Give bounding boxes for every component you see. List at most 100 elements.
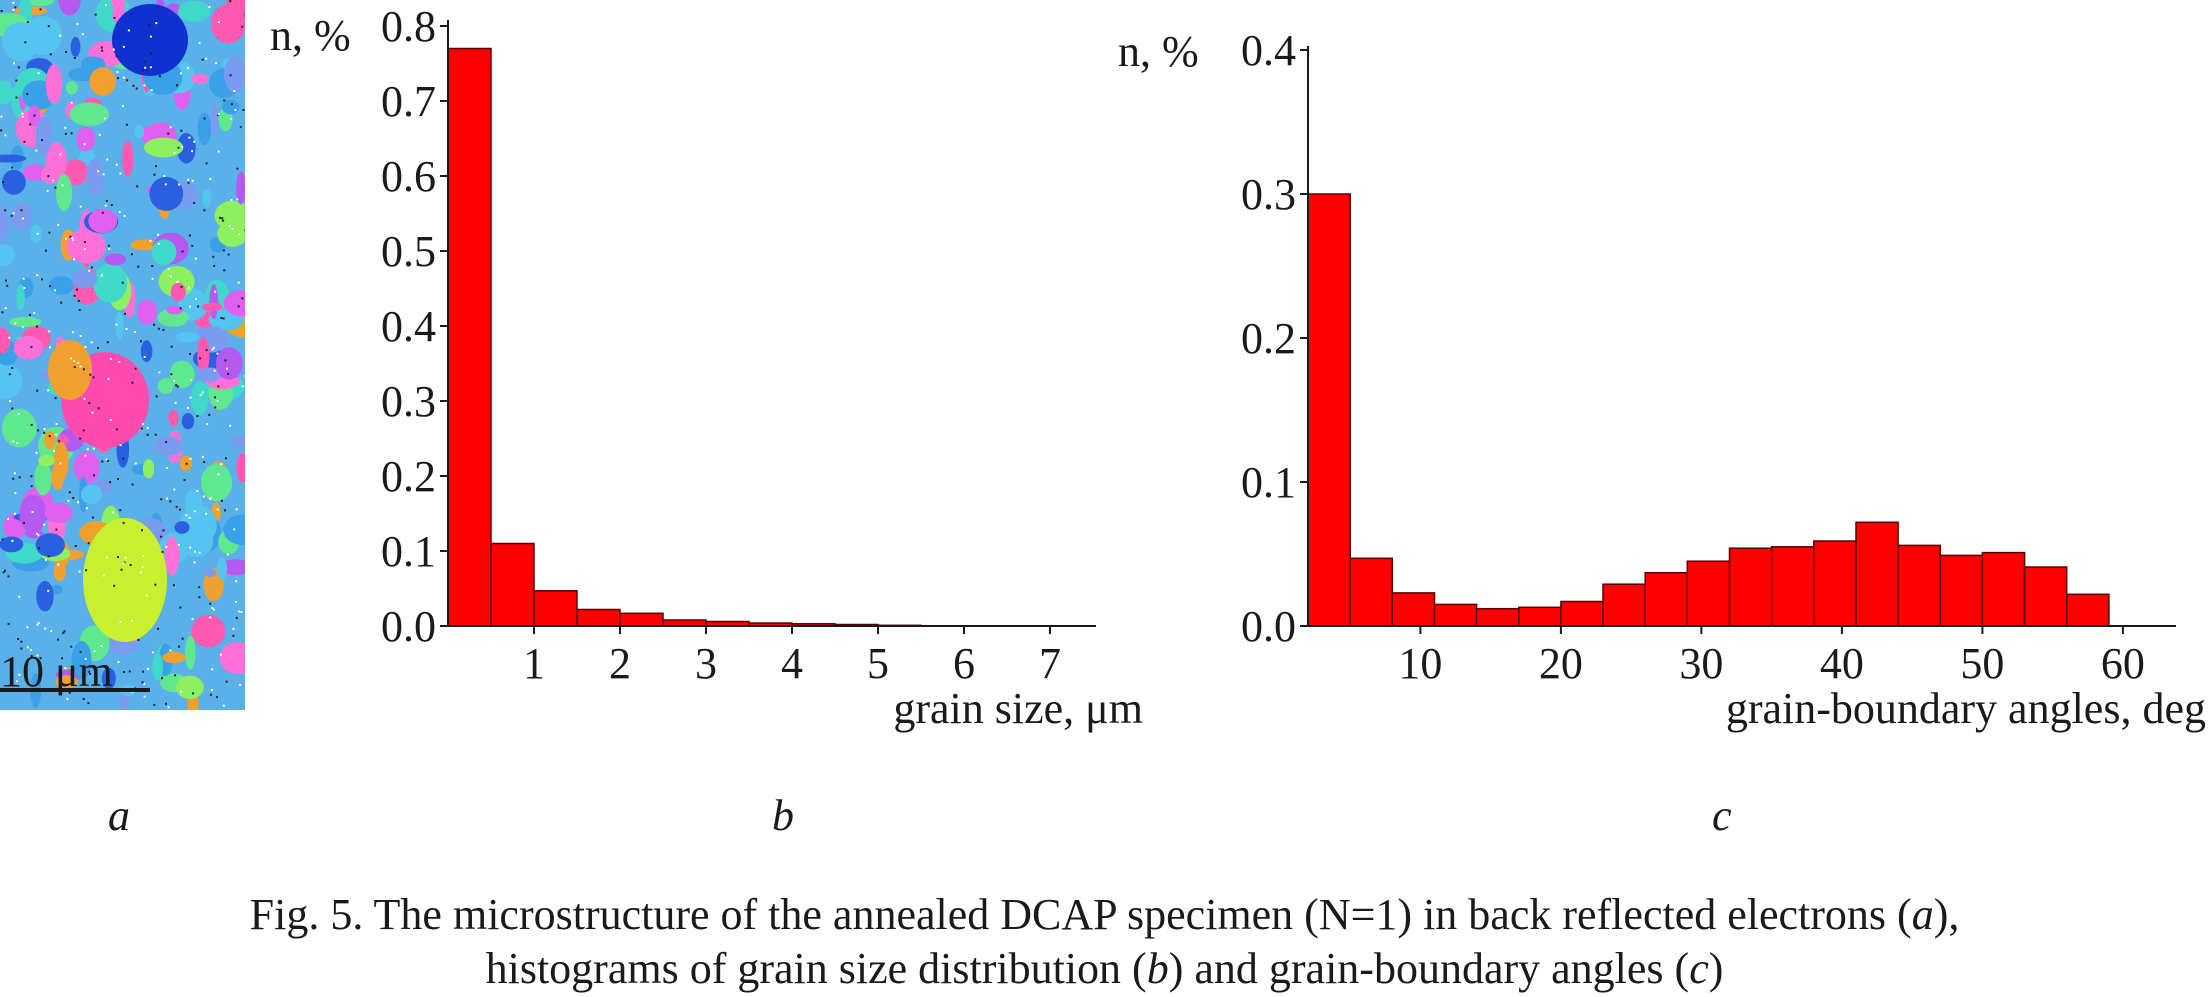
ebsd-grain [34, 461, 52, 496]
ebsd-noise-pixel [43, 431, 46, 434]
ebsd-grain [197, 337, 210, 374]
ebsd-noise-pixel [89, 373, 92, 376]
ebsd-noise-pixel [115, 163, 118, 166]
ebsd-noise-pixel [199, 357, 202, 360]
ebsd-noise-pixel [54, 186, 57, 189]
ebsd-noise-pixel [193, 561, 196, 564]
ebsd-grain [224, 56, 245, 93]
ebsd-noise-pixel [125, 328, 128, 330]
ebsd-noise-pixel [215, 62, 218, 64]
ebsd-noise-pixel [150, 52, 153, 55]
histogram-bar [1518, 606, 1562, 627]
ebsd-noise-pixel [22, 277, 25, 280]
ebsd-noise-pixel [233, 90, 236, 92]
ebsd-noise-pixel [110, 204, 113, 206]
ebsd-grain [151, 239, 177, 266]
ebsd-noise-pixel [47, 555, 50, 558]
ebsd-noise-pixel [158, 75, 161, 78]
y-tick-label: 0.5 [381, 227, 436, 276]
ebsd-grain [176, 133, 196, 164]
ebsd-noise-pixel [142, 670, 144, 673]
y-tick-label: 0.0 [381, 602, 436, 651]
ebsd-grain [35, 533, 65, 558]
ebsd-grain [58, 0, 81, 16]
ebsd-noise-pixel [17, 66, 20, 69]
ebsd-noise-pixel [209, 178, 212, 181]
ebsd-noise-pixel [126, 79, 129, 82]
ebsd-noise-pixel [135, 87, 138, 90]
ebsd-grain [122, 140, 134, 177]
ebsd-grain [185, 635, 196, 670]
ebsd-grain [66, 229, 106, 264]
ebsd-grain [157, 378, 174, 394]
ebsd-noise-pixel [134, 462, 137, 465]
ebsd-noise-pixel [137, 639, 140, 641]
ebsd-noise-pixel [231, 227, 234, 230]
ebsd-grain [149, 176, 184, 211]
ebsd-noise-pixel [30, 485, 33, 488]
ebsd-grain [201, 303, 223, 312]
ebsd-noise-pixel [107, 459, 110, 462]
ebsd-noise-pixel [209, 497, 212, 500]
ebsd-noise-pixel [21, 112, 24, 115]
ebsd-noise-pixel [102, 574, 105, 577]
caption-italic-c: c [1689, 944, 1709, 993]
ebsd-noise-pixel [127, 29, 130, 32]
ebsd-large-grain [112, 4, 188, 76]
x-tick-label: 2 [609, 639, 631, 688]
ebsd-noise-pixel [180, 129, 183, 132]
ebsd-noise-pixel [157, 327, 160, 330]
ebsd-noise-pixel [82, 698, 85, 700]
ebsd-noise-pixel [202, 495, 205, 498]
ebsd-noise-pixel [88, 402, 91, 405]
ebsd-noise-pixel [76, 23, 79, 25]
ebsd-noise-pixel [242, 109, 245, 111]
ebsd-noise-pixel [205, 512, 208, 515]
ebsd-noise-pixel [81, 33, 84, 36]
ebsd-noise-pixel [227, 372, 230, 375]
ebsd-noise-pixel [220, 499, 223, 502]
ebsd-grain [202, 188, 212, 208]
ebsd-grain [0, 244, 16, 267]
ebsd-noise-pixel [203, 117, 206, 120]
histogram-bar [1686, 560, 1731, 627]
histogram-bar [1981, 551, 2026, 627]
ebsd-noise-pixel [79, 650, 82, 653]
ebsd-grain [176, 675, 204, 699]
ebsd-noise-pixel [208, 6, 211, 8]
ebsd-noise-pixel [188, 136, 191, 139]
histogram-bar [447, 47, 492, 627]
y-tick-label: 0.4 [381, 302, 436, 351]
ebsd-noise-pixel [35, 451, 38, 454]
y-tick-label: 0.3 [381, 377, 436, 426]
ebsd-noise-pixel [77, 501, 80, 504]
ebsd-noise-pixel [23, 521, 25, 524]
ebsd-noise-pixel [12, 440, 15, 443]
ebsd-noise-pixel [122, 76, 125, 79]
ebsd-noise-pixel [70, 101, 73, 104]
ebsd-noise-pixel [191, 618, 194, 621]
ebsd-noise-pixel [37, 622, 40, 625]
ebsd-noise-pixel [29, 313, 31, 316]
ebsd-noise-pixel [31, 511, 34, 514]
x-tick-label: 50 [1960, 639, 2004, 688]
ebsd-noise-pixel [73, 57, 76, 59]
ebsd-noise-pixel [194, 550, 196, 553]
ebsd-noise-pixel [67, 499, 70, 502]
ebsd-grain [169, 360, 195, 389]
ebsd-noise-pixel [155, 395, 158, 398]
ebsd-noise-pixel [13, 472, 16, 475]
ebsd-noise-pixel [131, 381, 134, 384]
ebsd-grain [55, 675, 78, 689]
ebsd-noise-pixel [136, 185, 139, 188]
ebsd-noise-pixel [124, 312, 126, 315]
ebsd-noise-pixel [36, 274, 39, 277]
ebsd-noise-pixel [240, 611, 243, 614]
ebsd-grain [1, 408, 37, 448]
ebsd-noise-pixel [59, 153, 62, 156]
ebsd-noise-pixel [16, 680, 18, 683]
ebsd-noise-pixel [189, 305, 191, 308]
ebsd-noise-pixel [179, 307, 182, 310]
ebsd-noise-pixel [37, 429, 39, 432]
ebsd-grain [205, 568, 217, 577]
